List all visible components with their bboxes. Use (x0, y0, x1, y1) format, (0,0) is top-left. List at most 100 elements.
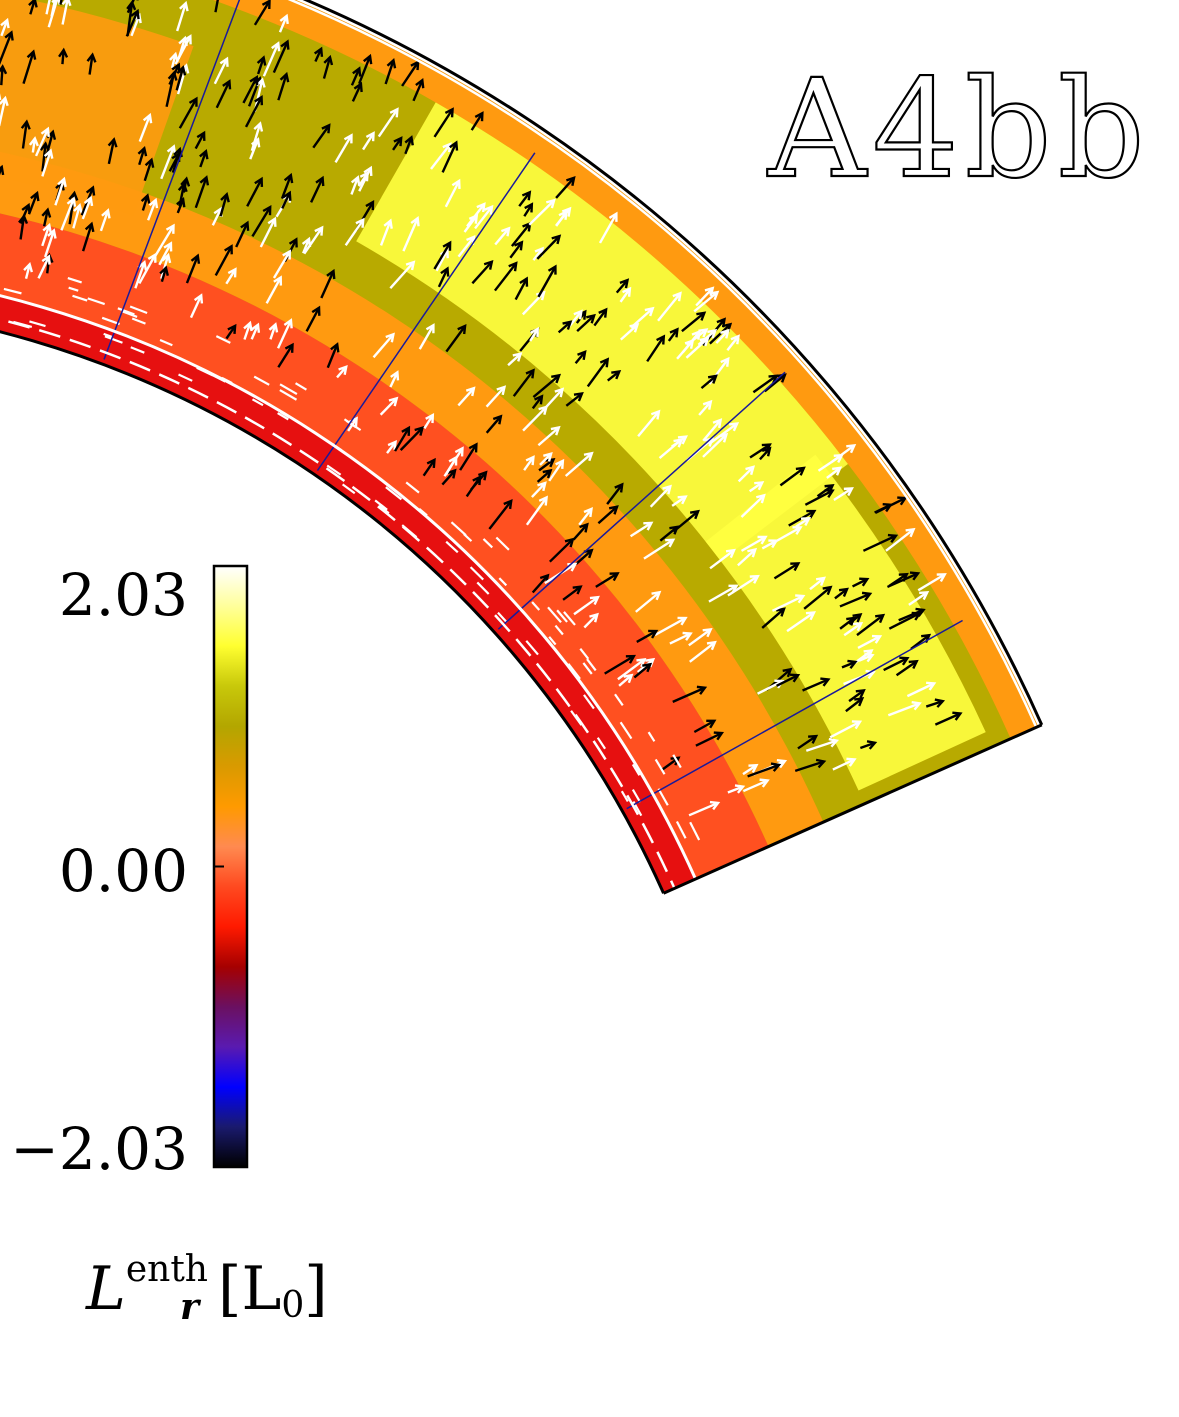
velocity-arrow (138, 252, 157, 285)
velocity-arrow (829, 720, 863, 739)
velocity-arrow (761, 607, 786, 629)
velocity-arrow (646, 334, 666, 363)
velocity-arrow (857, 634, 883, 650)
velocity-arrow (336, 364, 348, 379)
velocity-arrow (272, 249, 291, 279)
velocity-arrow (742, 778, 770, 793)
velocity-arrow (61, 0, 72, 25)
velocity-arrow (544, 387, 565, 409)
velocity-arrow (37, 254, 51, 279)
velocity-arrow (578, 507, 593, 526)
velocity-arrow (888, 572, 909, 587)
velocity-arrow (637, 409, 661, 438)
colorbar-tick-min: −2.03 (10, 1115, 188, 1183)
velocity-arrow (305, 305, 321, 332)
velocity-arrow (251, 205, 272, 238)
velocity-arrow (246, 176, 264, 207)
velocity-arrow (672, 509, 700, 533)
velocity-arrow (523, 455, 535, 471)
velocity-arrow (160, 144, 177, 180)
velocity-arrow (445, 324, 467, 353)
velocity-arrow (606, 369, 622, 382)
velocity-arrow (322, 54, 334, 79)
field-lower-convection-zone (0, 185, 769, 880)
velocity-arrow (794, 758, 827, 773)
velocity-arrow (423, 412, 435, 430)
velocity-arrow (702, 418, 723, 442)
velocity-arrow (536, 468, 553, 483)
velocity-arrow (906, 681, 937, 698)
velocity-arrow (669, 631, 693, 645)
velocity-arrow (244, 94, 264, 128)
velocity-arrow (523, 202, 534, 217)
velocity-arrow (883, 656, 910, 672)
velocity-arrow (213, 56, 229, 85)
velocity-arrow (636, 629, 659, 643)
velocity-arrow (727, 784, 746, 794)
velocity-arrow (885, 527, 916, 552)
velocity-arrow (843, 621, 864, 637)
velocity-arrow (276, 318, 293, 349)
velocity-arrow (773, 562, 801, 580)
colorbar-title: Lenthr [L0] (86, 1252, 328, 1326)
colorbar-title-symbol: L (86, 1254, 126, 1324)
overshoot-dash (130, 346, 145, 354)
velocity-arrow (874, 503, 893, 514)
overshoot-dash (215, 335, 231, 344)
velocity-arrow (178, 96, 198, 129)
velocity-arrow (776, 673, 801, 687)
velocity-arrow (134, 259, 148, 289)
overshoot-dash (326, 464, 342, 476)
velocity-arrow (277, 342, 294, 368)
tachocline-line (0, 294, 697, 880)
velocity-arrow (159, 265, 169, 282)
velocity-arrow (146, 197, 159, 221)
overshoot-dash (582, 662, 593, 675)
velocity-arrow (470, 111, 484, 131)
velocity-arrow (278, 13, 289, 33)
velocity-arrow (437, 266, 450, 288)
velocity-arrow (20, 119, 31, 149)
velocity-arrow (412, 77, 425, 102)
velocity-arrow (549, 537, 575, 563)
velocity-arrow (562, 585, 583, 601)
velocity-arrow (525, 495, 548, 526)
velocity-arrow (433, 240, 452, 270)
velocity-arrow (747, 762, 782, 778)
velocity-arrow (617, 657, 647, 681)
velocity-arrow (0, 17, 10, 37)
velocity-arrow (595, 572, 620, 588)
overshoot-dash (341, 483, 356, 495)
velocity-arrow (433, 107, 454, 138)
overshoot-dash (654, 758, 666, 775)
velocity-arrow (138, 112, 153, 143)
velocity-arrow (250, 322, 261, 340)
overshoot-dash (547, 606, 562, 624)
velocity-arrow (763, 373, 787, 393)
velocity-arrow (802, 677, 831, 692)
velocity-arrow (529, 326, 540, 342)
velocity-arrow (676, 338, 695, 360)
velocity-arrow (215, 79, 232, 109)
velocity-arrow (488, 499, 513, 530)
velocity-arrow (23, 261, 33, 280)
velocity-arrow (312, 123, 331, 149)
overshoot-dash (279, 383, 298, 396)
overshoot-dash (675, 820, 687, 839)
velocity-arrow (834, 587, 849, 600)
velocity-arrow (441, 140, 459, 173)
overshoot-dash (579, 647, 590, 660)
velocity-arrow (50, 0, 61, 17)
velocity-arrow (0, 164, 5, 201)
velocity-arrow (574, 350, 587, 365)
velocity-arrow (670, 435, 688, 448)
velocity-arrow (817, 453, 844, 472)
velocity-arrow (418, 323, 435, 350)
overshoot-dash (583, 694, 595, 710)
velocity-arrow (548, 458, 565, 482)
velocity-arrow (303, 225, 324, 255)
velocity-arrow (268, 322, 279, 340)
overshoot-dash (657, 788, 669, 806)
velocity-arrow (839, 591, 873, 608)
